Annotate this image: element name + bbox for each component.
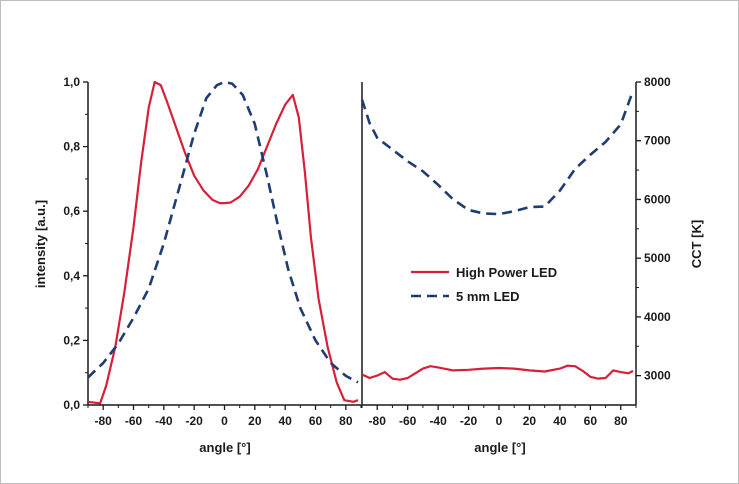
right-x-tick-label: 20 [523, 414, 537, 428]
right-x-tick-label: -80 [369, 414, 387, 428]
right-x-tick-label: -40 [429, 414, 447, 428]
right-x-axis-title: angle [°] [474, 440, 525, 455]
left-panel: -80 -60 -40 -20 0 20 40 60 80 0,0 0,2 0,4 0,6 0,8 1,0… [33, 75, 362, 455]
left-x-ticks: -80 -60 -40 -20 0 20 40 60 80 [87, 405, 362, 428]
right-y-tick-label: 8000 [644, 75, 671, 89]
left-y-tick-label: 0,2 [63, 333, 80, 347]
left-y-tick-label: 0,0 [63, 398, 80, 412]
right-y-tick-label: 4000 [644, 310, 671, 324]
left-x-tick-label: 60 [309, 414, 323, 428]
right-x-tick-label: 60 [584, 414, 598, 428]
right-y-tick-label: 3000 [644, 369, 671, 383]
left-x-tick-label: 40 [278, 414, 292, 428]
right-x-tick-label: -60 [399, 414, 417, 428]
right-x-tick-label: 40 [553, 414, 567, 428]
right-y-axis-title: CCT [K] [689, 220, 704, 268]
right-y-tick-label: 5000 [644, 251, 671, 265]
left-x-tick-label: 0 [221, 414, 228, 428]
left-x-tick-label: -20 [185, 414, 203, 428]
left-y-ticks: 0,0 0,2 0,4 0,6 0,8 1,0 [63, 75, 88, 412]
legend: High Power LED 5 mm LED [411, 265, 557, 304]
left-series-5-mm-led [87, 80, 359, 384]
left-x-tick-label: -40 [155, 414, 173, 428]
right-x-tick-label: -20 [460, 414, 478, 428]
right-y-tick-label: 6000 [644, 192, 671, 206]
legend-label-5mm-led: 5 mm LED [456, 289, 520, 304]
left-x-tick-label: -80 [94, 414, 112, 428]
left-y-axis-title: intensity [a.u.] [33, 200, 48, 288]
left-plot-area [88, 82, 361, 405]
left-y-tick-label: 0,4 [63, 269, 80, 283]
right-series-5-mm-led [360, 90, 635, 216]
right-series-high-power-led [361, 364, 634, 381]
right-panel: -80 -60 -40 -20 0 20 40 60 80 3000 4000 5000 6000 70… [360, 75, 704, 455]
left-series [87, 80, 359, 405]
left-x-axis-title: angle [°] [199, 440, 250, 455]
left-x-tick-label: 20 [248, 414, 262, 428]
right-y-ticks: 3000 4000 5000 6000 7000 8000 [636, 75, 671, 383]
right-x-ticks: -80 -60 -40 -20 0 20 40 60 80 [361, 405, 637, 428]
right-series [360, 90, 635, 381]
right-y-tick-label: 7000 [644, 134, 671, 148]
left-x-tick-label: 80 [339, 414, 353, 428]
right-x-tick-label: 0 [496, 414, 503, 428]
left-series-high-power-led [87, 80, 359, 405]
left-y-tick-label: 1,0 [63, 75, 80, 89]
left-x-tick-label: -60 [125, 414, 143, 428]
left-y-tick-label: 0,6 [63, 204, 80, 218]
right-x-tick-label: 80 [614, 414, 628, 428]
legend-label-high-power-led: High Power LED [456, 265, 557, 280]
left-y-tick-label: 0,8 [63, 140, 80, 154]
